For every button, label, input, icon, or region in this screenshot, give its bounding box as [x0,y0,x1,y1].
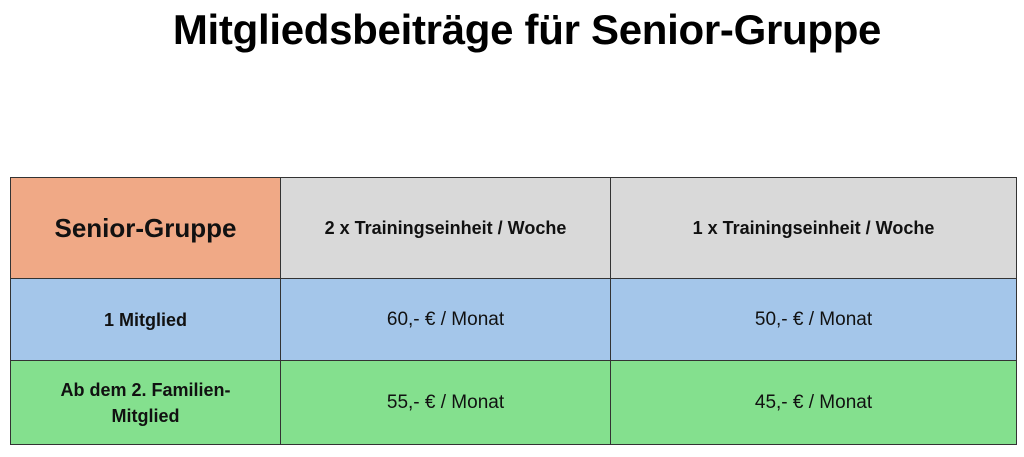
column-header: 1 x Trainingseinheit / Woche [610,177,1017,279]
row-label: Ab dem 2. Familien- Mitglied [10,360,281,445]
table-row: 1 Mitglied 60,- € / Monat 50,- € / Monat [10,278,1017,361]
page-title: Mitgliedsbeiträge für Senior-Gruppe [172,6,882,53]
price-cell: 55,- € / Monat [280,360,611,445]
row-label-line: Mitglied [111,405,180,426]
fee-table: Senior-Gruppe 2 x Trainingseinheit / Woc… [10,177,1017,445]
price-cell: 60,- € / Monat [280,278,611,361]
column-header: 2 x Trainingseinheit / Woche [280,177,611,279]
row-label-line: Ab dem 2. Familien- [60,379,231,400]
row-label: 1 Mitglied [10,278,281,361]
price-cell: 45,- € / Monat [610,360,1017,445]
table-header-row: Senior-Gruppe 2 x Trainingseinheit / Woc… [10,177,1017,279]
price-cell: 50,- € / Monat [610,278,1017,361]
table-row: Ab dem 2. Familien- Mitglied 55,- € / Mo… [10,360,1017,445]
corner-cell: Senior-Gruppe [10,177,281,279]
